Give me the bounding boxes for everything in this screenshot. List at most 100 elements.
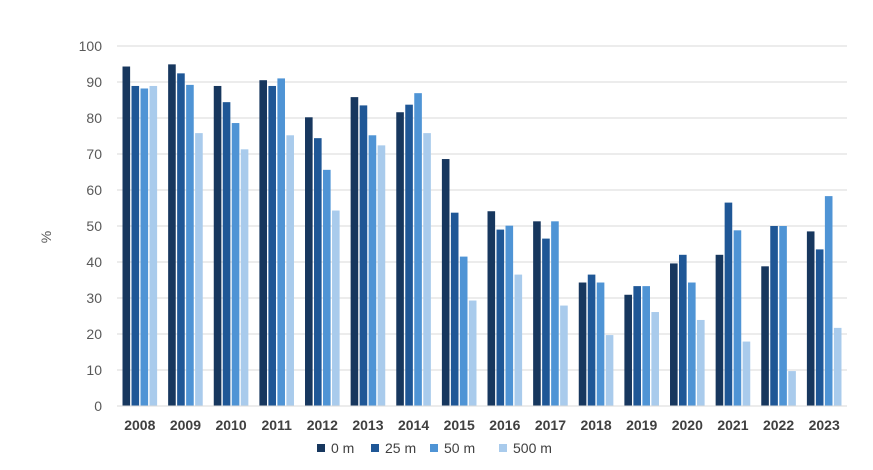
x-tick-label: 2018 bbox=[580, 417, 611, 433]
y-tick-label: 60 bbox=[86, 182, 102, 198]
bar bbox=[761, 266, 769, 406]
x-tick-label: 2011 bbox=[262, 417, 293, 433]
bar bbox=[815, 249, 824, 406]
bar bbox=[533, 221, 541, 406]
bar bbox=[551, 221, 559, 406]
y-tick-label: 80 bbox=[86, 110, 102, 126]
bar bbox=[806, 231, 815, 406]
bar bbox=[459, 256, 468, 406]
bar bbox=[277, 78, 285, 407]
bar bbox=[624, 294, 632, 406]
x-tick-label: 2023 bbox=[809, 417, 840, 433]
y-tick-label: 70 bbox=[86, 146, 102, 162]
bar bbox=[259, 80, 267, 406]
bar bbox=[140, 88, 149, 406]
legend-label: 500 m bbox=[513, 440, 552, 456]
y-tick-label: 0 bbox=[94, 398, 102, 414]
bars bbox=[122, 64, 842, 407]
bar bbox=[496, 229, 505, 406]
bar bbox=[414, 93, 422, 406]
x-axis-categories: 2008 2009 2010 2011 2012 2013 2014 2015 2016 2017… bbox=[124, 417, 840, 433]
bar bbox=[468, 300, 477, 406]
bar bbox=[332, 210, 340, 406]
y-tick-label: 30 bbox=[86, 290, 102, 306]
bar bbox=[286, 135, 294, 406]
bar bbox=[222, 102, 231, 406]
x-tick-label: 2010 bbox=[215, 417, 246, 433]
bar bbox=[505, 225, 514, 406]
bar bbox=[122, 66, 131, 407]
bar bbox=[542, 238, 550, 406]
x-tick-label: 2015 bbox=[444, 417, 475, 433]
x-tick-label: 2017 bbox=[535, 417, 566, 433]
y-tick-label: 40 bbox=[86, 254, 102, 270]
x-tick-label: 2019 bbox=[626, 417, 657, 433]
legend-label: 25 m bbox=[385, 440, 416, 456]
bar bbox=[195, 133, 203, 406]
y-tick-label: 90 bbox=[86, 74, 102, 90]
bar bbox=[605, 335, 614, 406]
bar bbox=[268, 85, 276, 407]
y-tick-label: 100 bbox=[79, 38, 103, 54]
bar bbox=[314, 138, 322, 406]
bar bbox=[587, 274, 596, 406]
legend-swatch bbox=[371, 444, 379, 452]
bar bbox=[688, 282, 696, 406]
x-tick-label: 2022 bbox=[763, 417, 794, 433]
x-tick-label: 2008 bbox=[124, 417, 155, 433]
legend-swatch bbox=[317, 444, 325, 452]
x-tick-label: 2020 bbox=[672, 417, 703, 433]
bar bbox=[487, 211, 496, 406]
legend-swatch bbox=[430, 444, 438, 452]
bar bbox=[131, 85, 140, 407]
bar bbox=[168, 64, 176, 407]
bar bbox=[396, 112, 404, 407]
bar bbox=[231, 123, 240, 406]
bar bbox=[633, 286, 641, 406]
x-tick-label: 2009 bbox=[170, 417, 201, 433]
bar bbox=[651, 312, 659, 406]
y-axis-title: % bbox=[38, 231, 54, 243]
bar bbox=[423, 133, 431, 406]
bar bbox=[186, 84, 194, 406]
bar bbox=[149, 85, 158, 407]
y-tick-label: 20 bbox=[86, 326, 102, 342]
y-tick-label: 50 bbox=[86, 218, 102, 234]
bar bbox=[833, 327, 842, 406]
bar bbox=[514, 274, 523, 406]
bar bbox=[642, 286, 650, 406]
bar bbox=[213, 85, 222, 407]
bar bbox=[742, 341, 751, 406]
x-tick-label: 2013 bbox=[352, 417, 383, 433]
y-tick-label: 10 bbox=[86, 362, 102, 378]
bar bbox=[323, 169, 331, 406]
x-tick-label: 2016 bbox=[489, 417, 520, 433]
bar bbox=[578, 282, 587, 406]
bar bbox=[305, 117, 313, 406]
x-tick-label: 2021 bbox=[717, 417, 748, 433]
bar bbox=[560, 305, 568, 406]
legend-label: 50 m bbox=[444, 440, 475, 456]
bar bbox=[240, 149, 249, 406]
y-axis-ticks: 0 10 20 30 40 50 60 70 80 90 100 bbox=[79, 38, 103, 414]
bar bbox=[596, 282, 605, 406]
bar bbox=[359, 105, 368, 407]
bar bbox=[697, 319, 705, 406]
bar bbox=[679, 254, 687, 406]
bar bbox=[788, 371, 796, 406]
bar bbox=[441, 159, 450, 406]
bar bbox=[715, 254, 724, 406]
bar bbox=[724, 202, 733, 406]
legend-swatch bbox=[499, 444, 507, 452]
legend-label: 0 m bbox=[331, 440, 354, 456]
bar bbox=[350, 97, 359, 407]
bar bbox=[779, 226, 787, 406]
bar bbox=[368, 135, 377, 406]
bar bbox=[450, 212, 459, 406]
bar bbox=[670, 263, 678, 406]
bar bbox=[733, 230, 742, 406]
legend: 0 m 25 m 50 m 500 m bbox=[317, 440, 552, 456]
bar bbox=[405, 104, 413, 407]
bar bbox=[377, 145, 386, 407]
bar bbox=[770, 226, 778, 406]
